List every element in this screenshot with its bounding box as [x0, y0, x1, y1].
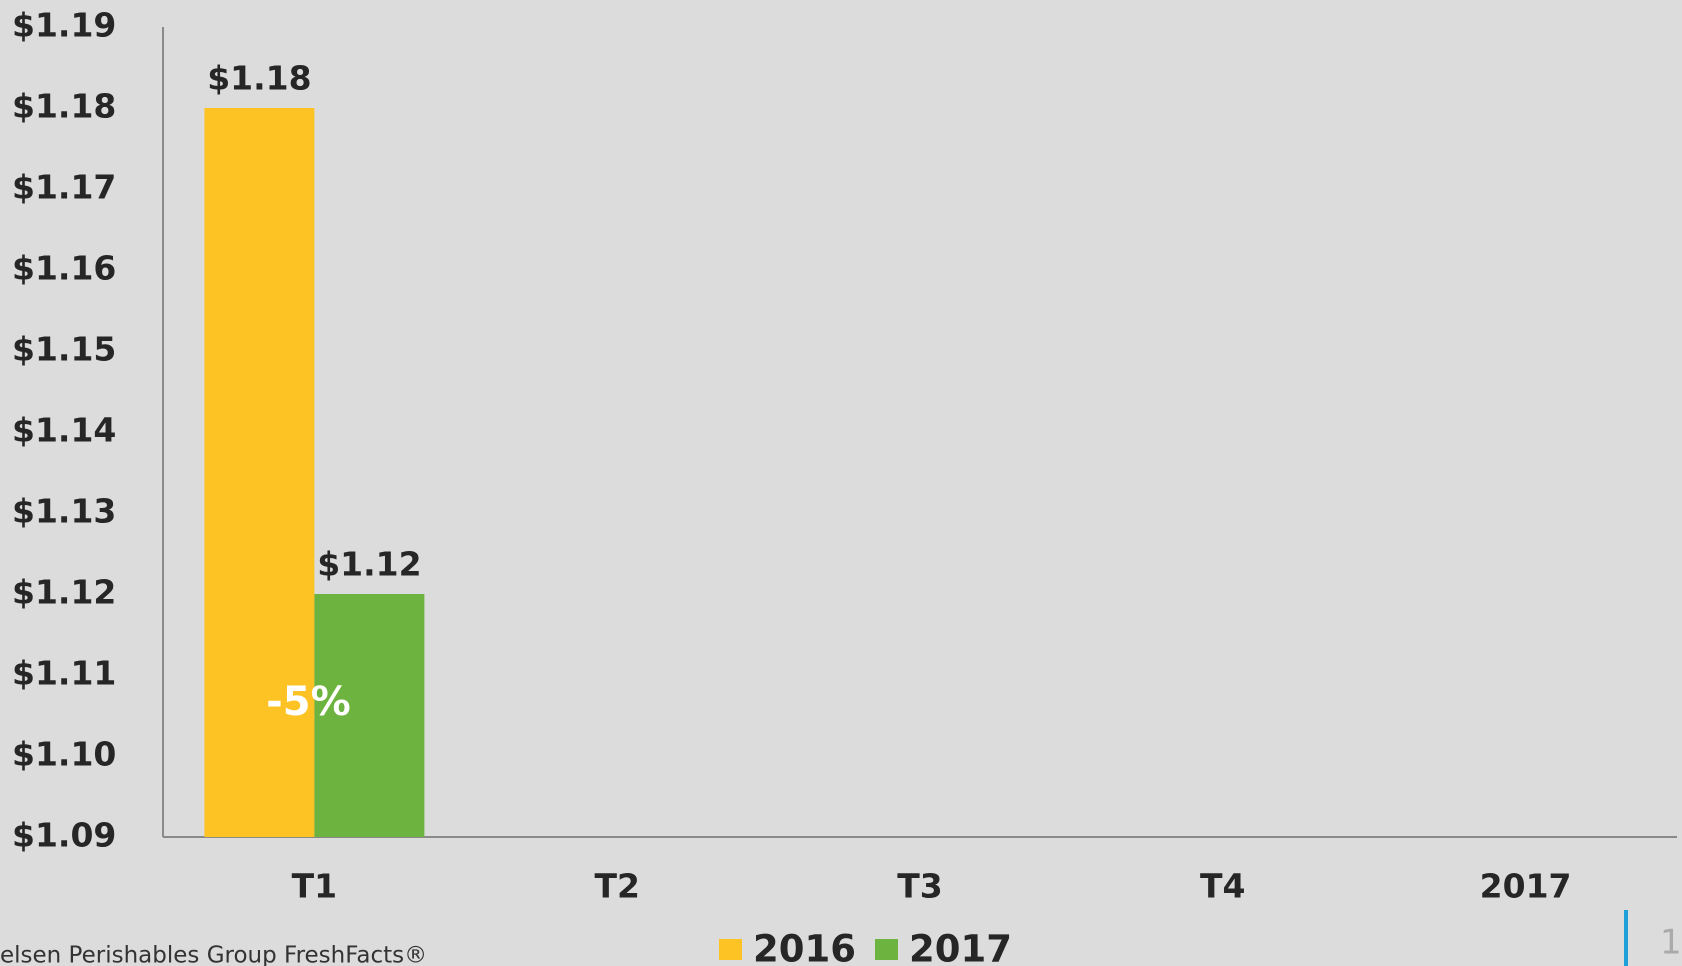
data-label: $1.12 — [317, 545, 421, 584]
legend-label: 2016 — [753, 928, 856, 966]
y-tick-label: $1.13 — [12, 492, 116, 531]
bar — [314, 594, 425, 837]
y-tick-label: $1.15 — [12, 330, 116, 369]
y-tick-label: $1.19 — [12, 6, 116, 45]
y-tick-label: $1.14 — [12, 411, 116, 450]
legend-swatch — [875, 939, 898, 960]
y-tick-label: $1.11 — [12, 654, 116, 693]
legend-swatch — [719, 939, 742, 960]
x-tick-label: T3 — [897, 867, 942, 906]
legend-label: 2017 — [909, 928, 1012, 966]
y-tick-label: $1.10 — [12, 735, 116, 774]
y-tick-label: $1.12 — [12, 573, 116, 612]
y-tick-label: $1.16 — [12, 249, 116, 288]
data-label: $1.18 — [207, 59, 311, 98]
y-tick-label: $1.17 — [12, 168, 116, 207]
y-tick-label: $1.09 — [12, 816, 116, 855]
footer: elsen Perishables Group FreshFacts® — [0, 943, 427, 966]
x-tick-label: 2017 — [1480, 867, 1572, 906]
annotation: -5% — [266, 679, 351, 725]
bar — [204, 108, 315, 837]
x-tick-label: T2 — [594, 867, 639, 906]
y-tick-label: $1.18 — [12, 87, 116, 126]
page-number: 1 — [1660, 923, 1682, 963]
x-tick-label: T4 — [1200, 867, 1245, 906]
x-tick-label: T1 — [292, 867, 337, 906]
